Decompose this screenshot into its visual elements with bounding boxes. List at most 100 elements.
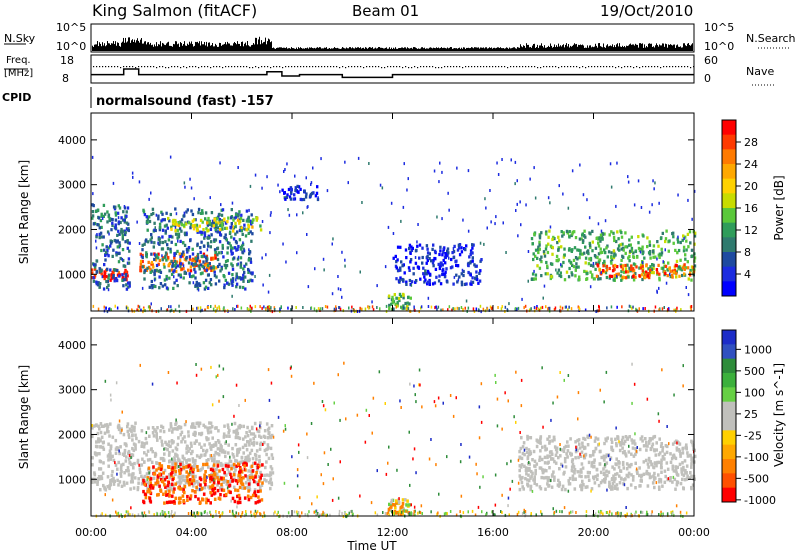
power-cell <box>392 256 395 260</box>
power-cell <box>368 306 370 310</box>
power-cell <box>469 252 472 257</box>
power-cell <box>166 243 169 247</box>
velocity-cell <box>217 478 221 482</box>
velocity-cell <box>106 485 109 489</box>
power-cell <box>181 254 184 258</box>
nave-point <box>594 66 596 68</box>
power-cell <box>174 242 178 247</box>
nsky-bar <box>305 47 306 51</box>
nsky-bar <box>185 45 186 51</box>
nsky-bar <box>664 46 665 51</box>
velocity-cell <box>520 456 524 461</box>
velocity-cell <box>253 461 257 465</box>
velocity-cell <box>682 473 686 478</box>
velocity-cell <box>158 436 162 440</box>
velocity-cell <box>655 448 658 452</box>
velocity-cell <box>664 474 667 479</box>
velocity-cell <box>568 476 572 481</box>
velocity-cell <box>162 429 166 434</box>
velocity-cell <box>644 437 647 441</box>
nsky-bar <box>447 47 448 51</box>
power-cell <box>634 275 637 279</box>
power-cell <box>233 256 236 260</box>
nave-point <box>429 66 431 68</box>
velocity-cell <box>161 480 165 484</box>
velocity-cell <box>163 501 166 505</box>
power-cell <box>441 253 444 257</box>
power-cell <box>141 243 144 247</box>
power-cell <box>93 267 97 271</box>
velocity-cell <box>557 478 560 483</box>
nsky-bar <box>257 44 258 51</box>
nsky-bar <box>581 45 582 51</box>
power-cell <box>106 285 109 290</box>
nsky-bar <box>391 47 392 51</box>
nsky-bar <box>310 47 311 51</box>
power-cell <box>454 307 456 311</box>
power-cell <box>392 232 395 235</box>
nsky-bar <box>472 47 473 51</box>
nsky-bar <box>529 47 530 51</box>
power-cell <box>656 289 658 293</box>
velocity-cell <box>169 422 173 426</box>
nsky-bar <box>240 46 241 51</box>
power-cell <box>290 190 293 194</box>
power-cell <box>158 275 161 279</box>
power-cell <box>92 222 96 226</box>
nave-point <box>288 66 290 68</box>
power-cell <box>421 255 424 260</box>
velocity-cell <box>605 469 608 473</box>
velocity-cell <box>570 465 574 469</box>
velocity-cell <box>322 404 325 408</box>
power-cell <box>409 260 412 264</box>
velocity-cell <box>121 410 123 414</box>
nave-point <box>477 66 479 68</box>
power-cell <box>182 267 185 271</box>
power-cell <box>148 285 151 289</box>
nsky-bar <box>424 47 425 51</box>
nsky-bar <box>618 46 619 51</box>
nave-point <box>111 66 113 68</box>
nave-point <box>210 67 212 69</box>
velocity-cell <box>565 452 568 456</box>
power-cell <box>251 225 254 229</box>
velocity-cell <box>250 441 254 446</box>
velocity-cell <box>168 489 171 493</box>
nsky-bar <box>372 47 373 51</box>
velocity-cell <box>168 473 171 477</box>
power-cell <box>112 271 115 275</box>
power-cell <box>467 306 470 310</box>
velocity-cell <box>193 441 196 445</box>
power-cell <box>204 211 208 215</box>
velocity-cell <box>253 490 257 494</box>
power-cell <box>224 226 227 230</box>
nsky-bar <box>523 45 524 51</box>
nave-point <box>495 66 497 68</box>
power-cell <box>579 163 581 167</box>
velocity-cell <box>221 450 224 454</box>
power-cell <box>613 254 616 258</box>
power-cell <box>620 270 623 274</box>
velocity-cell <box>197 497 200 501</box>
power-cell <box>239 256 243 260</box>
power-cell <box>647 251 651 255</box>
velocity-cell <box>227 443 230 447</box>
power-cell <box>646 245 649 249</box>
power-cell <box>632 278 636 282</box>
nsky-bar <box>280 47 281 51</box>
power-cell <box>240 213 243 217</box>
power-cell <box>283 191 286 195</box>
power-cell <box>410 245 413 249</box>
power-cell <box>178 258 182 262</box>
nave-point <box>363 67 365 69</box>
velocity-cell <box>243 486 246 490</box>
velocity-cell <box>239 460 243 464</box>
power-cell <box>687 293 690 297</box>
power-cell <box>226 251 229 255</box>
velocity-cell <box>250 464 254 468</box>
velocity-cell <box>610 440 614 444</box>
velocity-cell <box>388 502 391 507</box>
velocity-cell <box>413 447 416 451</box>
nave-tick-top: 60 <box>704 54 718 67</box>
nsky-tick-top: 10^5 <box>56 21 86 34</box>
